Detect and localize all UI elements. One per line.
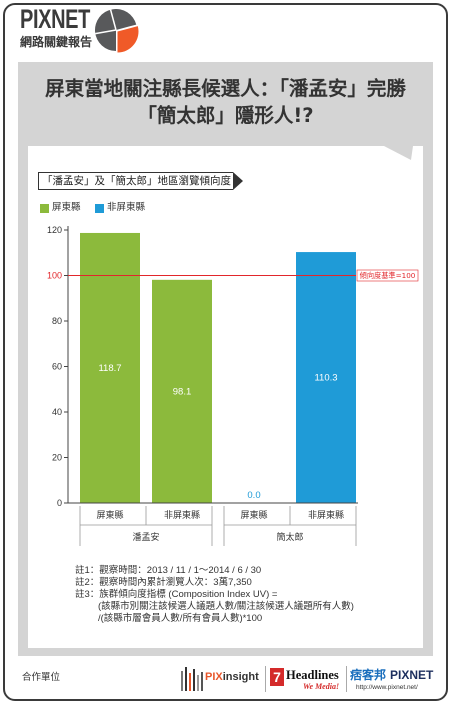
logo-divider <box>265 666 266 692</box>
y-tick-label: 40 <box>52 407 62 417</box>
logo-divider <box>346 666 347 692</box>
y-tick-label: 80 <box>52 316 62 326</box>
pixnet-name: PIXNET <box>390 668 434 682</box>
footnote-1: 註1：觀察時間：2013 / 11 / 1～2014 / 6 / 30 <box>75 565 262 576</box>
bar-stripes-icon <box>181 667 203 691</box>
footnote-3-formula-line-1: (該縣市別關注該候選人議題人數/關注該候選人議題所有人數) <box>98 601 354 612</box>
pixinsight-prefix: PIX <box>205 671 223 683</box>
bar <box>152 279 212 503</box>
legend-swatch-non-pingtung <box>95 204 104 213</box>
x-category-label: 非屏東縣 <box>308 509 344 521</box>
legend-label-pingtung: 屏東縣 <box>52 202 81 213</box>
reference-label: 傾向度基準=100 <box>360 271 416 280</box>
infographic-frame <box>3 3 448 701</box>
group-label: 潘孟安 <box>132 531 159 543</box>
pie-chart-icon <box>94 9 139 53</box>
legend-label-non-pingtung: 非屏東縣 <box>107 202 146 213</box>
partner-label: 合作單位 <box>22 672 61 683</box>
bar-value-label: 98.1 <box>173 386 192 397</box>
footnotes: 註1：觀察時間：2013 / 11 / 1～2014 / 6 / 30 註2：觀… <box>75 565 354 625</box>
y-tick-label: 0 <box>57 498 62 508</box>
speech-tail-icon <box>384 146 413 160</box>
pie-divider <box>109 9 117 31</box>
chart-title: 「潘孟安」及「簡太郎」地區瀏覽傾向度 <box>38 172 233 190</box>
footnote-2: 註2：觀察時間內累計瀏覽人次：3萬7,350 <box>75 577 252 588</box>
bar <box>80 232 140 503</box>
headlines-tagline: We Media! <box>303 682 340 691</box>
pixnet-url: http://www.pixnet.net/ <box>356 684 418 691</box>
headline-line-2: 「簡太郎」隱形人!? <box>137 104 314 127</box>
pie-accent-slice <box>117 26 139 53</box>
footnote-3-formula-line-2: /(該縣市層會員人數/所有會員人數)*100 <box>98 613 263 624</box>
bar-value-label: 118.7 <box>98 363 121 374</box>
bar-value-label: 0.0 <box>247 490 260 501</box>
pie-divider <box>95 29 117 35</box>
reference-label-box <box>356 269 419 282</box>
group-label: 簡太郎 <box>276 531 303 543</box>
pixinsight-logo: PIXinsight <box>205 670 259 684</box>
x-category-label: 非屏東縣 <box>164 509 200 521</box>
footnote-3: 註3：族群傾向度指標 (Composition Index UV) = <box>75 589 278 600</box>
report-name: 網路關鍵報告 <box>20 35 93 49</box>
pixnet-chinese-name: 痞客邦 <box>350 668 387 682</box>
chart-title-tag: 「潘孟安」及「簡太郎」地區瀏覽傾向度 <box>38 172 243 190</box>
headlines-badge: 7 <box>270 668 284 686</box>
legend-swatch-pingtung <box>40 204 49 213</box>
y-tick-label: 20 <box>52 453 62 463</box>
bar <box>296 252 356 503</box>
headline-line-1: 屏東當地關注縣長候選人：「潘孟安」完勝 <box>45 77 406 100</box>
x-category-label: 屏東縣 <box>240 509 267 521</box>
tag-arrow-icon <box>233 172 243 190</box>
bar-value-label: 110.3 <box>314 373 337 384</box>
y-tick-label: 120 <box>47 225 62 235</box>
pixinsight-suffix: insight <box>222 671 259 683</box>
x-category-label: 屏東縣 <box>96 509 123 521</box>
y-tick-label: 100 <box>47 271 62 281</box>
y-tick-label: 60 <box>52 362 62 372</box>
headlines-name: Headlines <box>286 668 339 682</box>
brand-name: PIXNET <box>20 4 90 34</box>
